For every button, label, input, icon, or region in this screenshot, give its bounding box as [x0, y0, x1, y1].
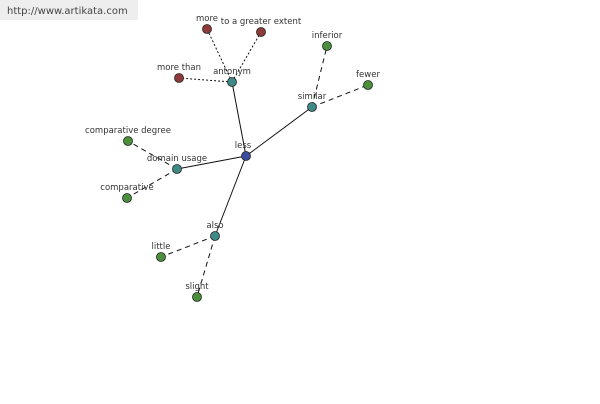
- node-label: antonym: [213, 67, 251, 77]
- edge: [311, 45, 328, 108]
- node: [174, 73, 184, 83]
- node-label: more than: [157, 63, 201, 73]
- edge: [214, 155, 247, 237]
- watermark-box: [0, 0, 138, 20]
- node-label: little: [152, 242, 171, 252]
- node-label: inferior: [312, 31, 343, 41]
- node-label: less: [235, 141, 252, 151]
- edge: [231, 31, 262, 83]
- node: [122, 193, 132, 203]
- node-label: slight: [185, 282, 209, 292]
- node: [172, 164, 182, 174]
- node-label: comparative degree: [85, 126, 171, 136]
- node: [156, 252, 166, 262]
- node-label: comparative: [100, 183, 153, 193]
- node: [123, 136, 133, 146]
- edges: [126, 28, 369, 298]
- node: [202, 24, 212, 34]
- node: [227, 77, 237, 87]
- nodes: less antonym similar domain usage also more to…: [85, 14, 380, 302]
- node: [241, 151, 251, 161]
- watermark: http://www.artikata.com: [7, 6, 128, 17]
- edge: [176, 155, 247, 170]
- edge: [127, 140, 178, 170]
- node: [256, 27, 266, 37]
- edge: [178, 77, 233, 83]
- edge: [245, 106, 313, 157]
- node: [322, 41, 332, 51]
- node: [363, 80, 373, 90]
- node-label: to a greater extent: [221, 17, 302, 27]
- edge: [126, 168, 178, 199]
- edge: [206, 28, 233, 83]
- node-label: domain usage: [147, 154, 207, 164]
- edge: [231, 81, 247, 157]
- node-label: also: [206, 221, 223, 231]
- edge: [196, 235, 216, 298]
- node-label: fewer: [356, 70, 380, 80]
- node-label: similar: [298, 92, 327, 102]
- edge: [160, 235, 216, 258]
- node: [210, 231, 220, 241]
- node: [192, 292, 202, 302]
- edge: [311, 84, 369, 108]
- node-label: more: [196, 14, 218, 24]
- node: [307, 102, 317, 112]
